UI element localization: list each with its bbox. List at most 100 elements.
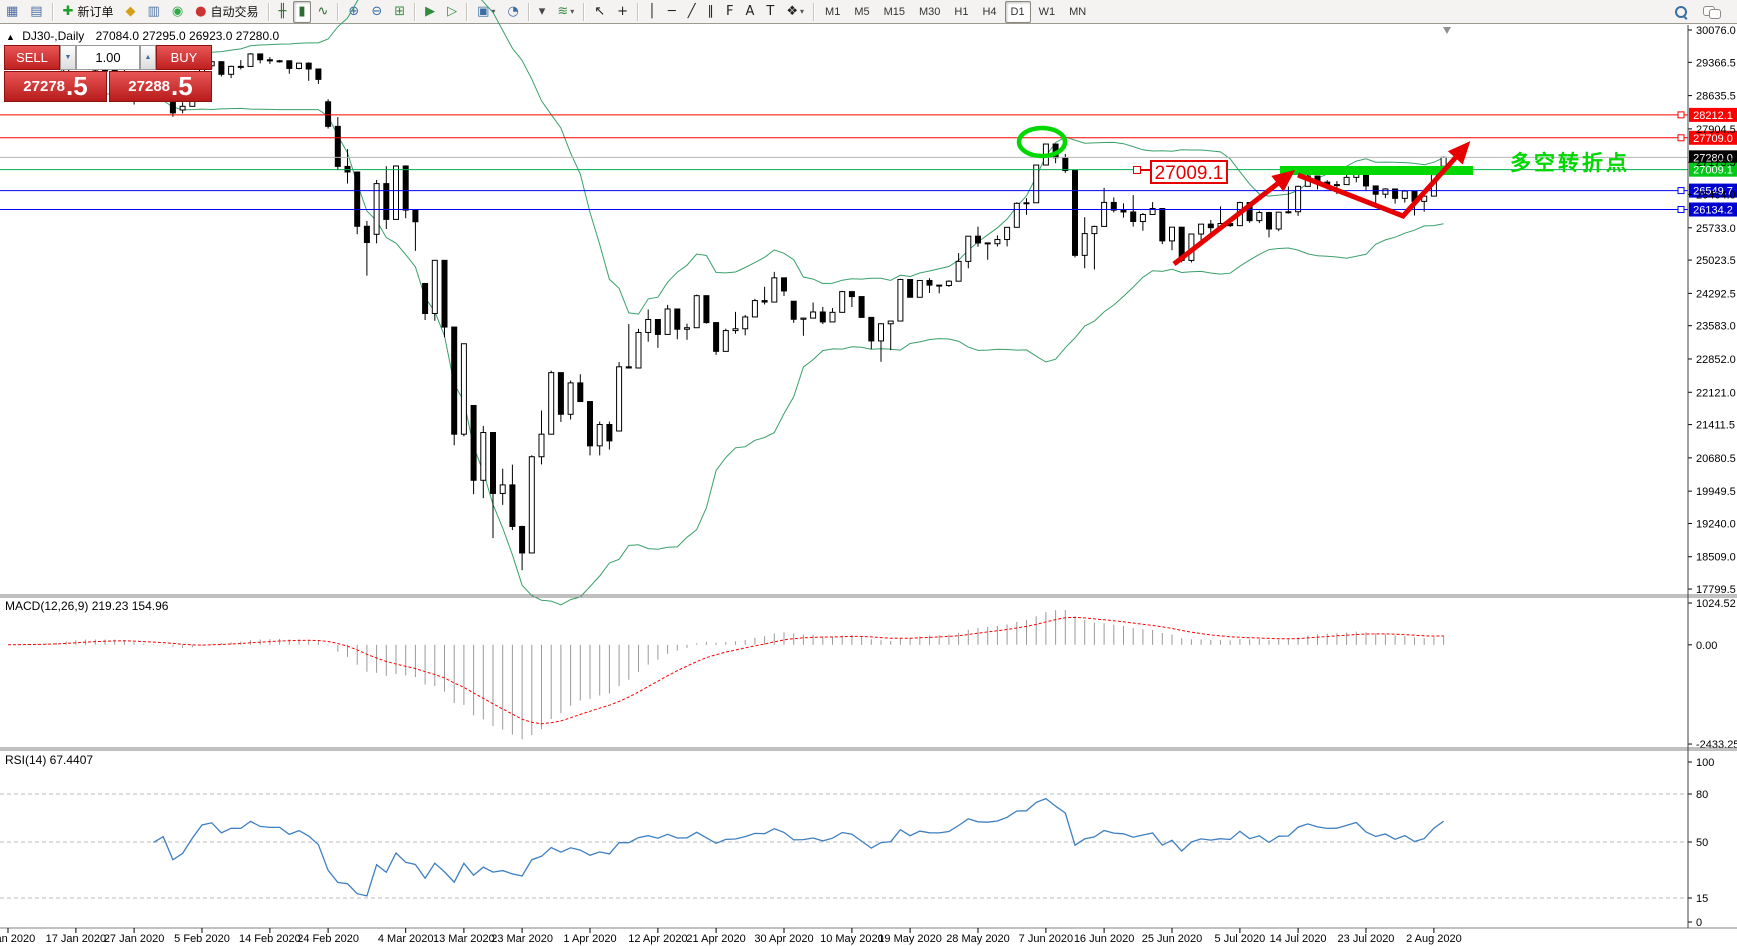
crosshair-icon[interactable]: +: [612, 1, 633, 23]
toolbar-group-4: ▶ ▷: [419, 0, 463, 24]
timeframe-mn[interactable]: MN: [1069, 5, 1087, 18]
candle-body: [848, 291, 855, 298]
timeframe-h4[interactable]: H4: [982, 5, 997, 18]
date-label: 8 Jan 2020: [0, 933, 35, 945]
candlestick-series[interactable]: [5, 53, 1447, 571]
volume-up-stepper[interactable]: ▲: [140, 45, 156, 70]
candle-body: [1013, 202, 1020, 228]
new-template-icon-caret[interactable]: ▾: [491, 7, 496, 16]
svg-text:22121.0: 22121.0: [1696, 387, 1736, 399]
trendline-icon[interactable]: ╱: [683, 1, 701, 23]
chart-window-icon[interactable]: ▦: [1, 1, 23, 23]
arrows-icon[interactable]: ❖ ▾: [781, 1, 809, 23]
market-watch-icon[interactable]: ▥: [143, 1, 165, 23]
collapse-panel-icon[interactable]: ▲: [6, 32, 15, 42]
candle-body: [829, 311, 836, 323]
timeframe-m30[interactable]: M30: [919, 5, 941, 18]
candle-body: [276, 60, 283, 63]
gold-icon[interactable]: ◆: [121, 1, 141, 23]
hline-icon-glyph: ─: [667, 3, 676, 19]
chart-shift-icon[interactable]: ▷: [442, 1, 462, 23]
candlestick-chart-icon[interactable]: ▮: [293, 0, 311, 23]
price-axis: 30076.0 29366.5 28635.5 27904.5 27173.5 26464…: [1688, 25, 1736, 596]
trend-arrow-zigzag[interactable]: [1297, 141, 1471, 219]
buy-price-display[interactable]: 27288 .5: [109, 71, 212, 102]
turning-point-bar[interactable]: [1280, 166, 1473, 175]
price-callout-box[interactable]: 27009.1: [1150, 160, 1228, 184]
signal-icon[interactable]: ◉: [167, 1, 188, 23]
annotations[interactable]: [1016, 125, 1473, 266]
auto-scroll-icon[interactable]: ▶: [420, 1, 440, 23]
candle-body: [247, 53, 254, 67]
indicators-icon[interactable]: ≋ ▾: [552, 1, 579, 23]
indicators-icon-glyph: ≋: [557, 3, 569, 19]
text-label-icon[interactable]: T: [761, 1, 779, 23]
candle-body: [916, 279, 923, 298]
highlight-ellipse[interactable]: [1016, 125, 1068, 159]
chart-shift-icon-glyph: ▷: [447, 3, 458, 19]
new-order-button[interactable]: ✚ 新订单: [58, 1, 119, 23]
new-template-icon[interactable]: ▣ ▾: [472, 1, 500, 23]
toolbar-separator: [51, 2, 54, 21]
period-clock-icon[interactable]: ◔: [502, 1, 523, 23]
candle-body: [887, 320, 894, 325]
candle-body: [1091, 225, 1098, 235]
timeframe-m5[interactable]: M5: [854, 5, 870, 18]
date-label: 7 Jun 2020: [1019, 933, 1073, 945]
sell-button[interactable]: SELL: [4, 45, 60, 70]
fibonacci-icon[interactable]: F: [721, 1, 738, 23]
timeframe-w1[interactable]: W1: [1038, 5, 1056, 18]
volume-input[interactable]: 1.00: [76, 45, 140, 70]
candle-body: [1207, 223, 1214, 229]
timeframe-d1[interactable]: D1: [1004, 0, 1031, 23]
timeframe-m15[interactable]: M15: [883, 5, 906, 18]
autotrade-button[interactable]: ● 自动交易: [190, 1, 263, 23]
channel-icon-glyph: ∥: [707, 3, 715, 19]
profile-window-icon[interactable]: ▤: [25, 1, 47, 23]
candle-body: [1343, 176, 1350, 186]
vline-icon[interactable]: │: [643, 1, 661, 23]
date-label: 23 Mar 2020: [491, 933, 553, 945]
panel-borders: [0, 25, 1737, 929]
arrows-icon-caret[interactable]: ▾: [800, 7, 805, 16]
fibonacci-icon-glyph: F: [726, 3, 734, 19]
svg-text:25023.5: 25023.5: [1696, 255, 1736, 267]
toolbar-separator: [637, 2, 640, 21]
volume-down-stepper[interactable]: ▼: [60, 45, 76, 70]
timeframe-h1[interactable]: H1: [954, 5, 969, 18]
svg-text:-2433.25: -2433.25: [1696, 739, 1737, 751]
channel-icon[interactable]: ∥: [703, 1, 720, 23]
hline-handle[interactable]: [1677, 134, 1685, 142]
candle-body: [305, 62, 312, 70]
chat-icon[interactable]: [1703, 5, 1721, 19]
toolbar-separator: [267, 2, 270, 21]
bar-chart-icon[interactable]: ╫: [274, 1, 292, 23]
line-chart-icon[interactable]: ∿: [313, 1, 334, 23]
text-icon[interactable]: A: [741, 1, 760, 23]
hline-handle[interactable]: [1677, 187, 1685, 195]
zoom-out-icon[interactable]: ⊖: [366, 1, 387, 23]
indicators-icon-caret[interactable]: ▾: [570, 7, 575, 16]
trend-arrow-up-1[interactable]: [1172, 170, 1296, 266]
hline-handle[interactable]: [1677, 111, 1685, 119]
buy-button[interactable]: BUY: [156, 45, 212, 70]
hline-handle[interactable]: [1677, 206, 1685, 214]
cursor-icon[interactable]: ↖: [589, 1, 610, 23]
tile-windows-icon[interactable]: ⊞: [389, 1, 410, 23]
window-dropdown-caret[interactable]: ▾: [534, 1, 551, 23]
hline-icon[interactable]: ─: [663, 1, 681, 23]
candle-body: [684, 327, 690, 330]
chart-shift-marker[interactable]: [1443, 27, 1451, 34]
search-icon[interactable]: [1675, 5, 1688, 20]
candle-body: [1392, 188, 1399, 199]
zoom-in-icon[interactable]: ⊕: [343, 1, 364, 23]
candle-body: [645, 318, 652, 333]
candle-body: [1285, 211, 1292, 214]
sell-price-display[interactable]: 27278 .5: [4, 71, 107, 102]
price-callout-handle[interactable]: [1133, 166, 1141, 174]
date-label: 5 Jul 2020: [1215, 933, 1266, 945]
turning-point-label[interactable]: 多空转折点: [1510, 151, 1630, 175]
candle-body: [373, 183, 380, 235]
timeframe-m1[interactable]: M1: [825, 5, 841, 18]
